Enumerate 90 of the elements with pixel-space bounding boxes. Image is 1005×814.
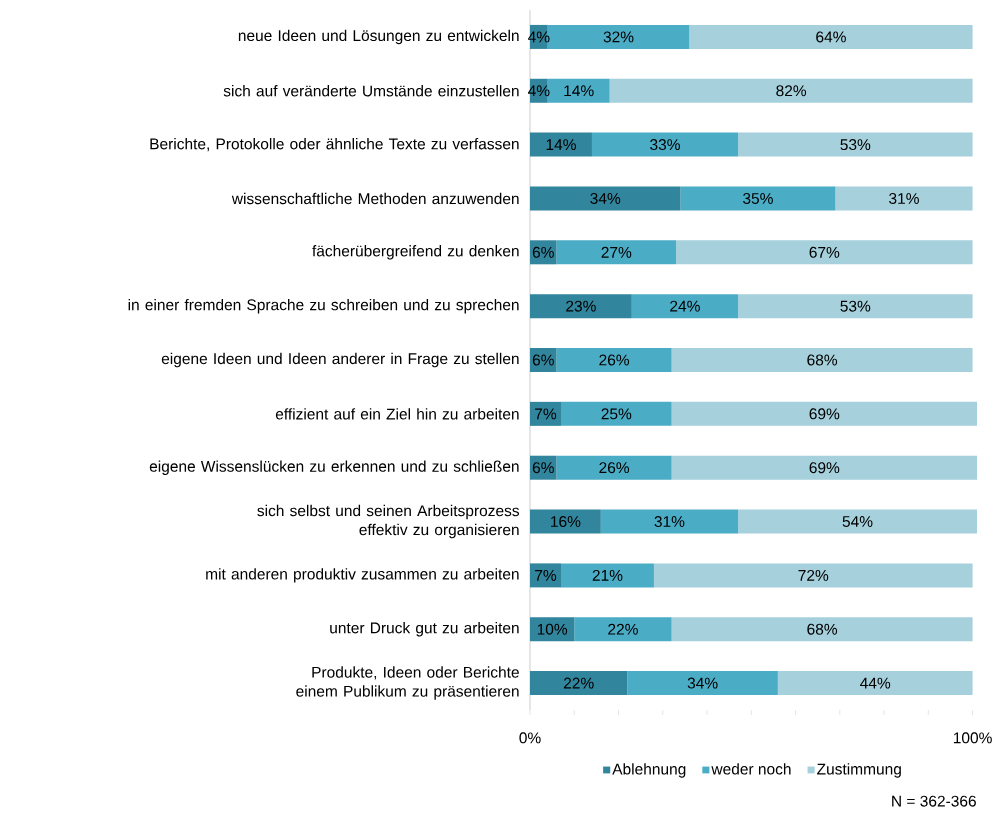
legend-label: Ablehnung	[612, 763, 686, 778]
data-label: 27%	[601, 246, 632, 258]
bar	[530, 186, 681, 211]
data-label: 22%	[563, 677, 594, 689]
bar	[530, 132, 592, 157]
bar	[591, 132, 739, 157]
y-tick-label: sich auf veränderte Umstände einzustellen	[223, 85, 519, 97]
data-label: 82%	[776, 85, 807, 97]
data-label: 6%	[532, 354, 554, 366]
data-label: 53%	[840, 139, 871, 151]
data-label: 14%	[564, 85, 594, 97]
bar	[560, 563, 654, 588]
legend-label: weder noch	[711, 763, 791, 775]
data-label: 54%	[842, 516, 873, 527]
data-label: 35%	[743, 192, 773, 204]
data-label: 72%	[798, 569, 829, 581]
y-tick-label: unter Druck gut zu arbeiten	[330, 622, 519, 637]
x-tick-label: 0%	[519, 732, 541, 744]
data-label: 69%	[809, 462, 840, 474]
bar	[530, 240, 557, 265]
y-tick-label: sich selbst und seinen Arbeitsprozess effektiv zu organisieren	[257, 504, 520, 539]
data-label: 7%	[535, 569, 557, 581]
bar	[530, 509, 601, 534]
data-label: 23%	[566, 300, 596, 312]
data-label: 24%	[670, 300, 700, 312]
bar	[530, 401, 561, 426]
bar	[777, 671, 973, 696]
data-label: 10%	[537, 623, 568, 635]
bar	[676, 240, 973, 265]
data-label: 32%	[603, 31, 634, 43]
bar	[631, 294, 739, 319]
data-label: 6%	[532, 462, 554, 474]
y-tick-label: eigene Ideen und Ideen anderer in Frage zu stellen	[161, 352, 519, 368]
data-label: 69%	[809, 408, 840, 420]
y-tick-label: mit anderen produktiv zusammen zu arbeiten	[206, 568, 519, 583]
bar	[680, 186, 836, 211]
bar	[653, 563, 973, 588]
data-label: 34%	[590, 192, 621, 204]
data-label: 68%	[807, 354, 838, 366]
bar	[671, 455, 978, 480]
bar	[738, 132, 973, 157]
y-tick-label: eigene Wissenslücken zu erkennen und zu schließen	[149, 460, 519, 475]
bar	[671, 617, 973, 642]
bar	[738, 509, 978, 534]
bar	[574, 617, 672, 642]
bar	[556, 240, 677, 265]
bar	[556, 348, 672, 372]
bar	[738, 294, 973, 319]
data-label: 7%	[535, 408, 557, 420]
data-label: 25%	[601, 408, 632, 420]
data-label: 26%	[599, 462, 630, 474]
data-label: 22%	[608, 623, 638, 635]
data-label: 16%	[551, 516, 581, 528]
bar	[530, 563, 561, 588]
y-tick-label: fächerübergreifend zu denken	[312, 245, 519, 260]
data-label: 21%	[592, 569, 623, 581]
bar	[530, 294, 632, 319]
bar	[689, 24, 973, 49]
legend-label: Zustimmung	[817, 763, 901, 778]
data-label: 64%	[816, 31, 846, 43]
y-tick-label: in einer fremden Sprache zu schreiben und zu sprechen	[128, 298, 519, 314]
bar	[835, 186, 973, 211]
data-label: 26%	[599, 354, 630, 366]
data-label: 14%	[546, 139, 576, 151]
data-label: 33%	[650, 139, 680, 151]
data-label: 67%	[809, 246, 840, 258]
text: N = 362-366	[892, 795, 976, 807]
y-tick-label: Produkte, Ideen oder Berichte einem Publikum zu präsentieren	[296, 666, 519, 700]
data-label: 31%	[654, 516, 685, 528]
bar	[530, 348, 557, 372]
data-label: 31%	[889, 192, 919, 204]
bar	[671, 348, 973, 372]
bar	[530, 617, 575, 642]
y-tick-label: wissenschaftliche Methoden anzuwenden	[231, 192, 519, 205]
data-label: 6%	[532, 246, 554, 258]
x-tick-label: 100%	[953, 732, 992, 744]
y-tick-label: effizient auf ein Ziel hin zu arbeiten	[275, 408, 519, 420]
bar	[627, 671, 778, 696]
bar	[556, 455, 672, 480]
bar	[671, 401, 978, 426]
bar	[609, 78, 973, 103]
data-label: 44%	[860, 677, 891, 689]
y-tick-label: neue Ideen und Lösungen zu entwickeln	[238, 29, 519, 45]
y-tick-label: Berichte, Protokolle oder ähnliche Texte zu verfassen	[150, 138, 519, 152]
data-label: 53%	[840, 300, 871, 312]
data-label: 68%	[807, 623, 838, 635]
bar	[600, 509, 739, 534]
data-label: 34%	[687, 677, 718, 689]
bar	[560, 401, 672, 426]
bar	[530, 671, 628, 696]
